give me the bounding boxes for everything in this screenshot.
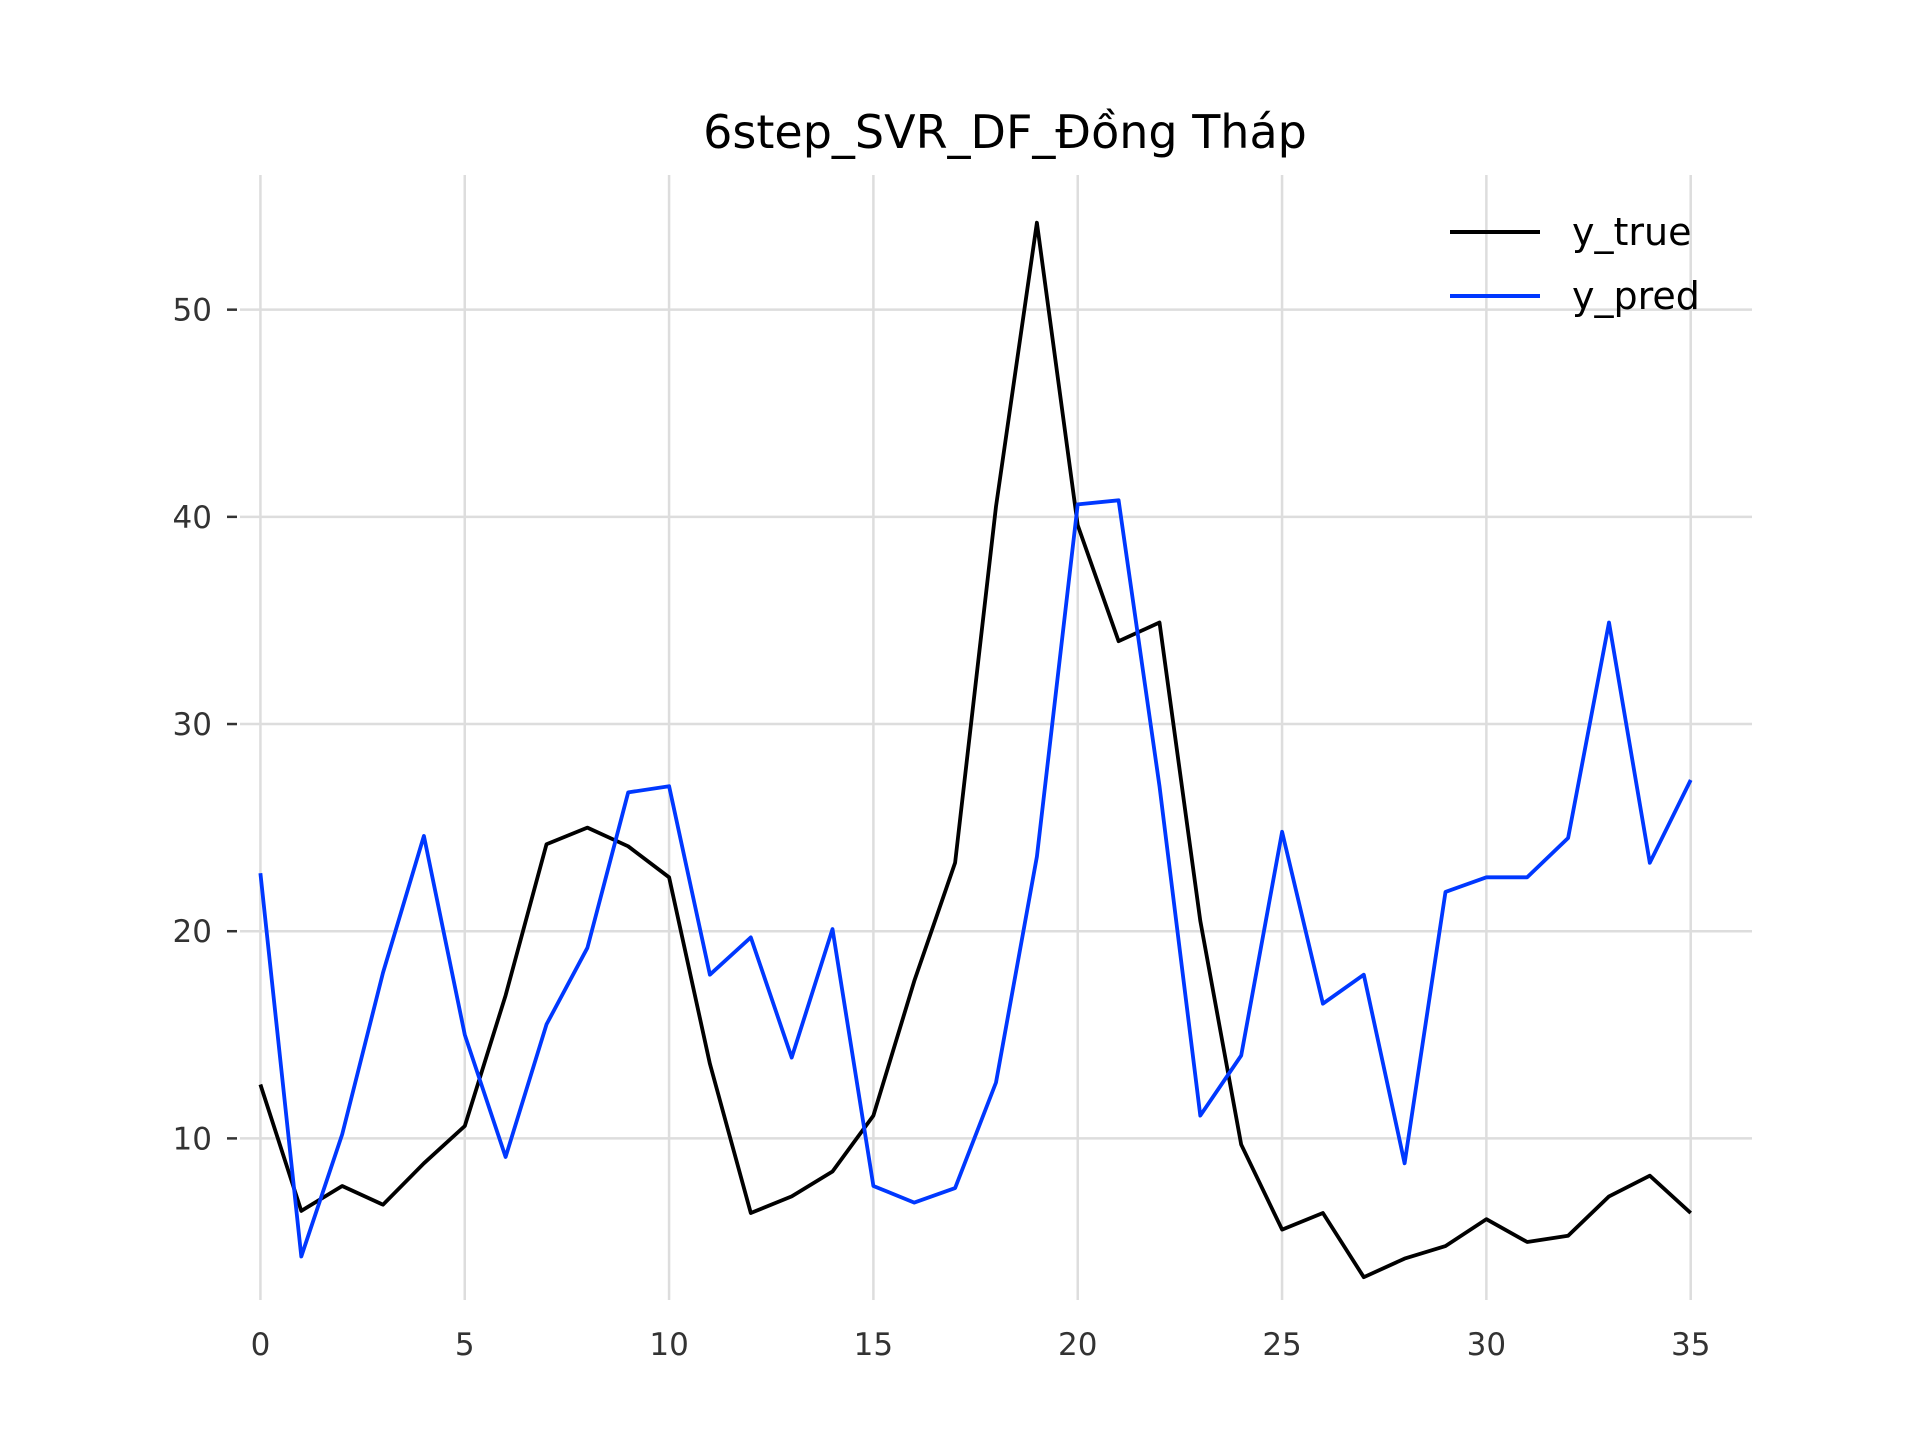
x-tick-label: 30 xyxy=(1467,1327,1506,1363)
x-tick-label: 20 xyxy=(1058,1327,1097,1363)
y-tick-label: 30 xyxy=(173,707,212,743)
axis-ticks: 0 5 10 15 20 25 30 35 10 20 30 40 50 xyxy=(173,293,1711,1363)
x-tick-label: 5 xyxy=(455,1327,475,1363)
x-tick-label: 10 xyxy=(649,1327,688,1363)
series-line-y-true xyxy=(258,220,1692,1280)
legend-label-y-pred: y_pred xyxy=(1572,274,1700,318)
x-tick-label: 0 xyxy=(251,1327,271,1363)
grid xyxy=(240,175,1752,1300)
x-tick-label: 25 xyxy=(1262,1327,1301,1363)
x-tick-label: 15 xyxy=(854,1327,893,1363)
x-tick-label: 35 xyxy=(1671,1327,1710,1363)
series-line-y-pred xyxy=(258,498,1693,1259)
y-tick-label: 20 xyxy=(173,914,212,950)
series-lines xyxy=(258,220,1693,1280)
legend: y_true y_pred xyxy=(1450,210,1700,318)
y-tick-label: 50 xyxy=(173,293,212,329)
legend-label-y-true: y_true xyxy=(1572,210,1691,254)
y-tick-label: 10 xyxy=(173,1121,212,1157)
y-tick-label: 40 xyxy=(173,500,212,536)
chart-title: 6step_SVR_DF_Đồng Tháp xyxy=(703,105,1307,159)
